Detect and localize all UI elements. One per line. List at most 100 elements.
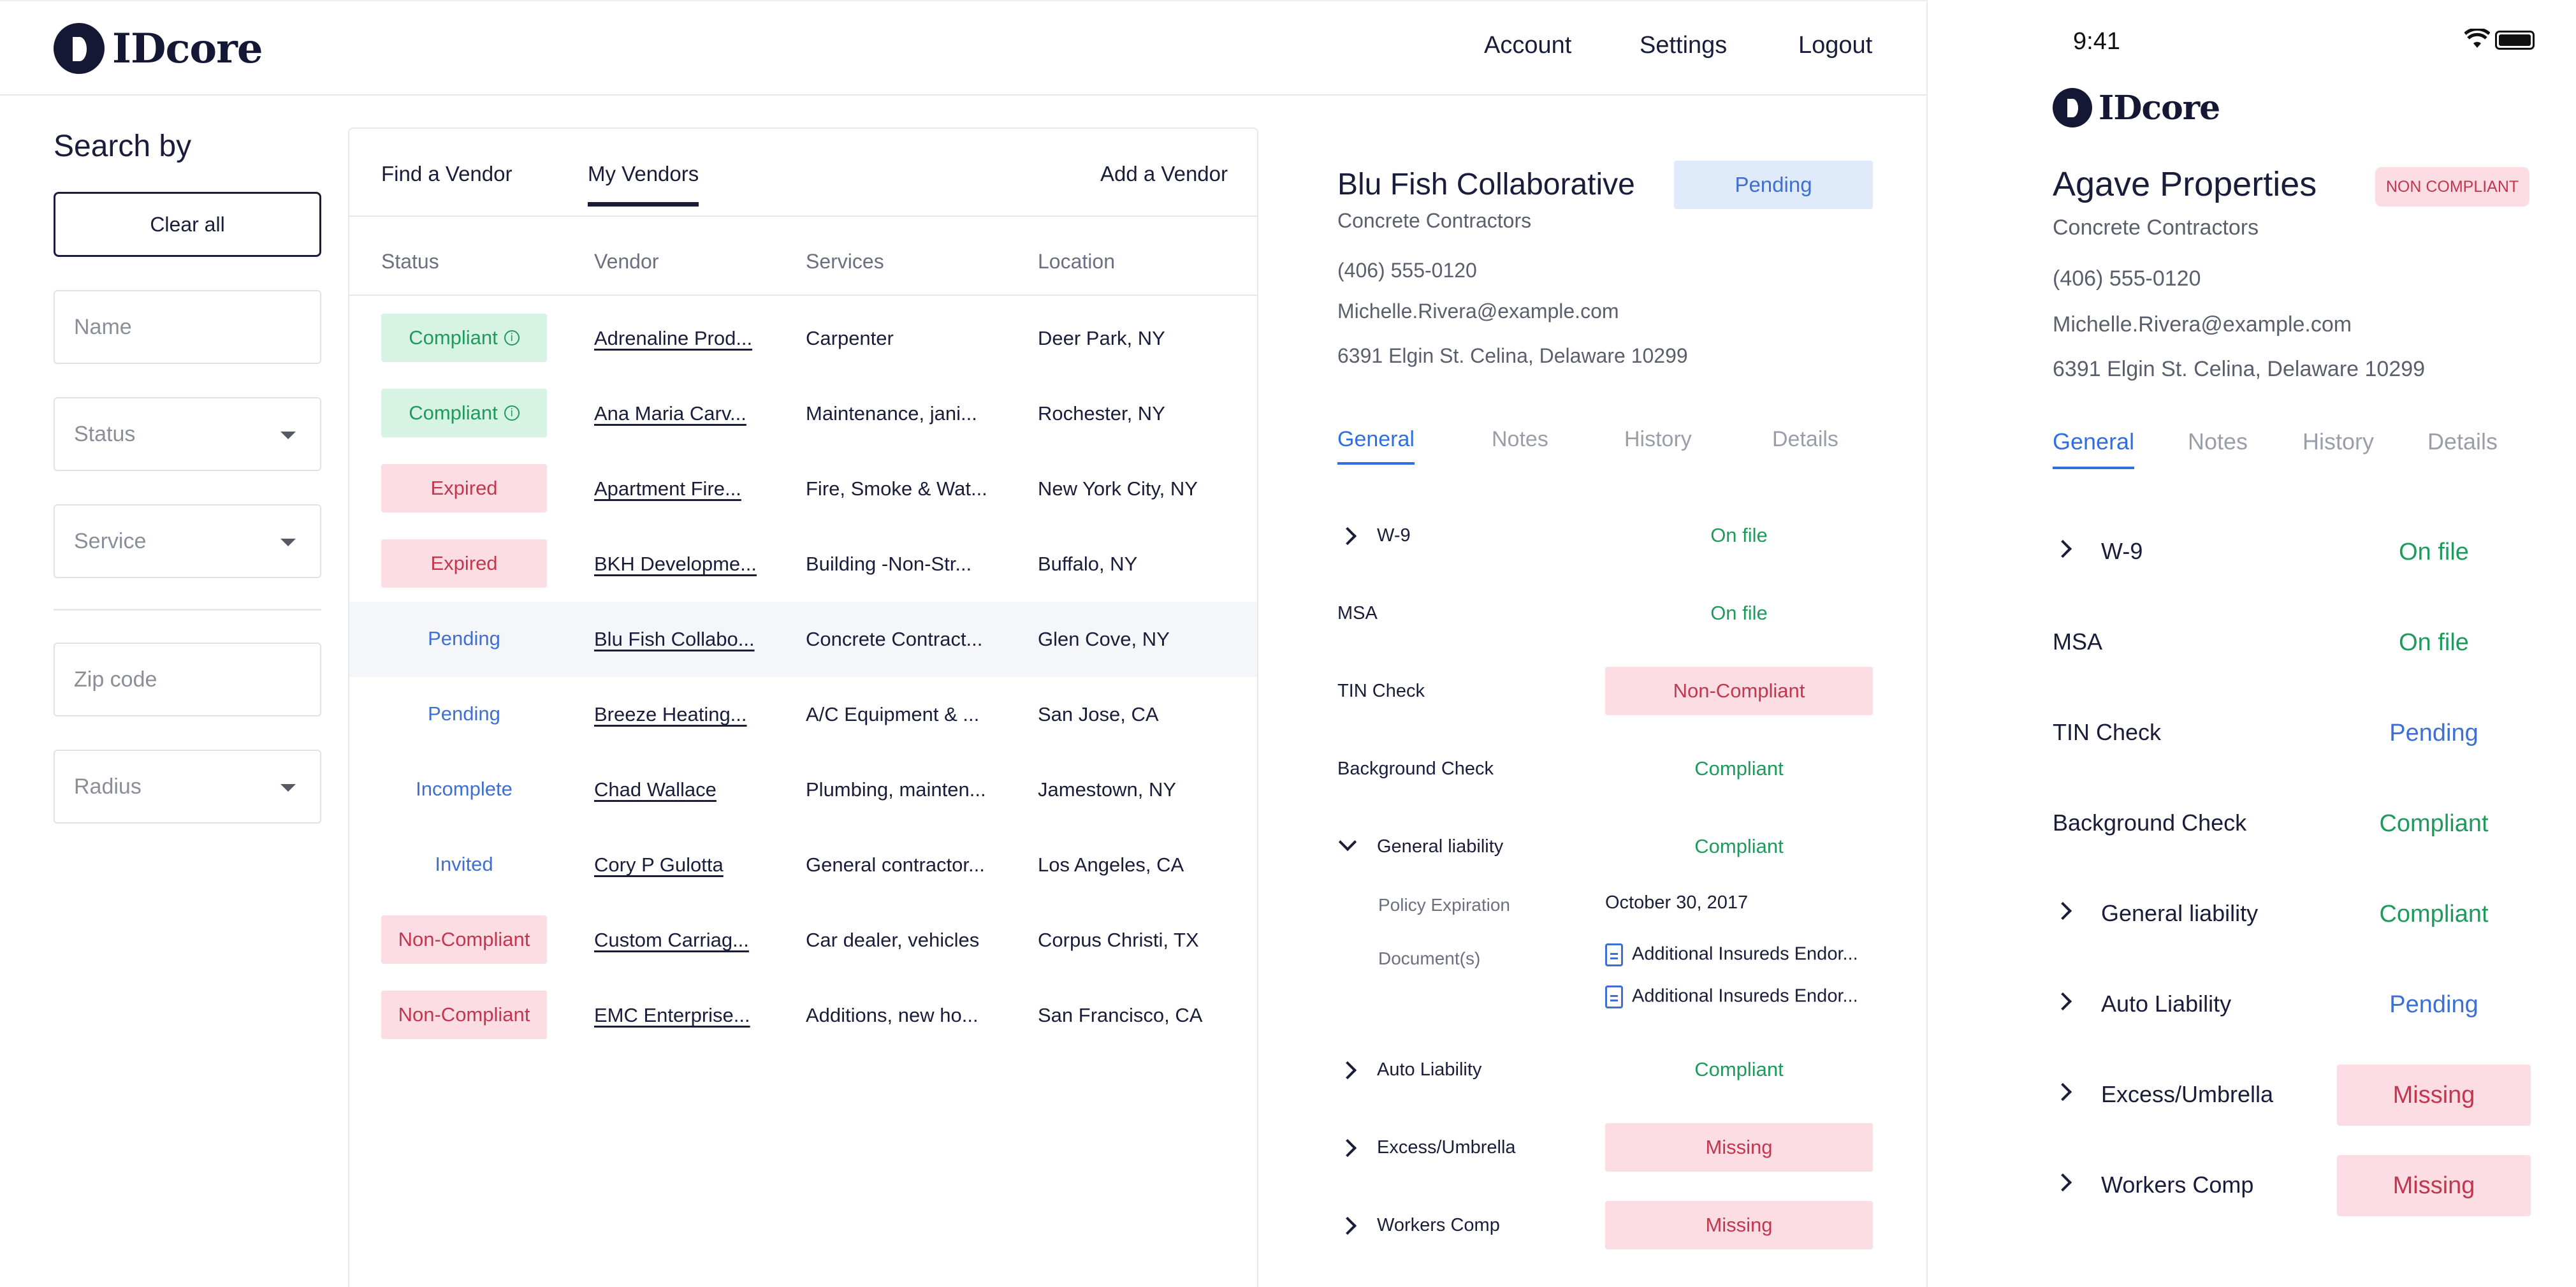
name-placeholder: Name — [74, 314, 132, 339]
requirement-value: Non-Compliant — [1605, 667, 1873, 715]
sidebar-title: Search by — [54, 129, 192, 163]
mobile-title: Agave Properties — [2053, 165, 2317, 203]
vendor-link[interactable]: EMC Enterprise... — [594, 1004, 750, 1026]
tab-general[interactable]: General — [2053, 428, 2135, 469]
detail-phone: (406) 555-0120 — [1337, 259, 1477, 282]
requirement-label: Background Check — [1337, 759, 1494, 779]
chevron-right-icon[interactable] — [1338, 1216, 1357, 1235]
location-cell: Jamestown, NY — [1038, 778, 1177, 801]
tab-general[interactable]: General — [1337, 427, 1415, 465]
requirement-label: Excess/Umbrella — [1377, 1137, 1516, 1158]
requirement-general-liability[interactable]: General liability Compliant — [2053, 883, 2531, 947]
chevron-right-icon[interactable] — [2053, 992, 2072, 1011]
chevron-right-icon[interactable] — [1338, 527, 1357, 546]
zip-code-field[interactable]: Zip code — [54, 643, 321, 716]
chevron-right-icon[interactable] — [2053, 1173, 2072, 1192]
requirement-w9[interactable]: W-9 On file — [1337, 511, 1873, 562]
detail-tabs: General Notes History Details — [1337, 427, 1873, 465]
brand-logo[interactable]: IDcore — [54, 23, 263, 74]
service-select[interactable]: Service — [54, 504, 321, 578]
column-header-status[interactable]: Status — [381, 250, 439, 273]
policy-expiration-label: Policy Expiration — [1378, 895, 1510, 915]
chevron-right-icon[interactable] — [2053, 1082, 2072, 1102]
requirement-background-check: Background Check Compliant — [2053, 793, 2531, 857]
name-field[interactable]: Name — [54, 290, 321, 364]
caret-down-icon — [280, 539, 296, 546]
column-header-services[interactable]: Services — [806, 250, 884, 273]
chevron-right-icon[interactable] — [2053, 901, 2072, 920]
services-cell: General contractor... — [806, 854, 985, 876]
table-row[interactable]: Non-Compliant Custom Carriag... Car deal… — [349, 903, 1257, 978]
brand-logo[interactable]: IDcore — [2053, 88, 2220, 127]
table-row[interactable]: Compliant i Ana Maria Carv... Maintenance… — [349, 376, 1257, 451]
table-row[interactable]: Non-Compliant EMC Enterprise... Addition… — [349, 978, 1257, 1053]
table-row-selected[interactable]: Pending Blu Fish Collabo... Concrete Con… — [349, 602, 1257, 677]
status-badge: Non-Compliant — [381, 915, 547, 964]
tab-history[interactable]: History — [1624, 427, 1692, 451]
requirement-value: On file — [2399, 538, 2469, 565]
tab-notes[interactable]: Notes — [2188, 428, 2248, 454]
clear-all-button[interactable]: Clear all — [54, 192, 321, 257]
vendor-link[interactable]: Ana Maria Carv... — [594, 402, 746, 425]
status-badge: Expired — [381, 464, 547, 513]
nav-settings[interactable]: Settings — [1640, 32, 1728, 59]
location-cell: Los Angeles, CA — [1038, 854, 1184, 876]
requirement-w9[interactable]: W-9 On file — [2053, 521, 2531, 585]
tab-find-a-vendor[interactable]: Find a Vendor — [381, 162, 513, 185]
requirement-auto-liability[interactable]: Auto Liability Compliant — [1337, 1045, 1873, 1096]
table-row[interactable]: Incomplete Chad Wallace Plumbing, mainte… — [349, 752, 1257, 827]
location-cell: San Jose, CA — [1038, 703, 1159, 725]
chevron-right-icon[interactable] — [2053, 539, 2072, 558]
vendor-link[interactable]: Cory P Gulotta — [594, 854, 724, 876]
services-cell: A/C Equipment & ... — [806, 703, 980, 725]
requirement-value: Pending — [2389, 719, 2478, 746]
logo-mark-icon — [2053, 88, 2092, 127]
services-cell: Car dealer, vehicles — [806, 929, 980, 951]
add-vendor-link[interactable]: Add a Vendor — [1100, 162, 1228, 185]
tab-notes[interactable]: Notes — [1492, 427, 1548, 451]
vendor-link[interactable]: Blu Fish Collabo... — [594, 628, 755, 650]
requirement-label: Workers Comp — [1377, 1215, 1500, 1235]
requirement-msa: MSA On file — [2053, 612, 2531, 676]
column-header-location[interactable]: Location — [1038, 250, 1115, 273]
table-row[interactable]: Expired BKH Developme... Building -Non-S… — [349, 527, 1257, 602]
chevron-down-icon[interactable] — [1338, 833, 1357, 852]
requirement-excess-umbrella[interactable]: Excess/Umbrella Missing — [2053, 1065, 2531, 1128]
tab-details[interactable]: Details — [1772, 427, 1838, 451]
policy-expiration-value: October 30, 2017 — [1605, 892, 1749, 913]
table-row[interactable]: Expired Apartment Fire... Fire, Smoke & … — [349, 451, 1257, 527]
requirement-label: Auto Liability — [1377, 1059, 1482, 1080]
document-link[interactable]: Additional Insureds Endor... — [1605, 943, 1858, 966]
tab-my-vendors[interactable]: My Vendors — [588, 162, 699, 207]
detail-email: Michelle.Rivera@example.com — [1337, 300, 1619, 323]
tab-history[interactable]: History — [2303, 428, 2375, 454]
requirement-general-liability[interactable]: General liability Compliant — [1337, 822, 1873, 873]
requirement-workers-comp[interactable]: Workers Comp Missing — [2053, 1155, 2531, 1219]
table-row[interactable]: Pending Breeze Heating... A/C Equipment … — [349, 677, 1257, 752]
chevron-right-icon[interactable] — [1338, 1061, 1357, 1080]
info-icon[interactable]: i — [504, 405, 520, 421]
mobile-address: 6391 Elgin St. Celina, Delaware 10299 — [2053, 357, 2426, 381]
requirement-auto-liability[interactable]: Auto Liability Pending — [2053, 974, 2531, 1038]
table-row[interactable]: Compliant i Adrenaline Prod... Carpenter … — [349, 301, 1257, 376]
requirement-excess-umbrella[interactable]: Excess/Umbrella Missing — [1337, 1123, 1873, 1174]
requirement-workers-comp[interactable]: Workers Comp Missing — [1337, 1201, 1873, 1252]
vendor-link[interactable]: Chad Wallace — [594, 778, 717, 801]
vendor-link[interactable]: Adrenaline Prod... — [594, 327, 753, 349]
requirement-label: MSA — [1337, 603, 1378, 623]
vendor-link[interactable]: Custom Carriag... — [594, 929, 749, 951]
table-row[interactable]: Invited Cory P Gulotta General contracto… — [349, 827, 1257, 903]
vendor-link[interactable]: BKH Developme... — [594, 553, 757, 575]
info-icon[interactable]: i — [504, 330, 520, 345]
nav-account[interactable]: Account — [1484, 32, 1572, 59]
vendor-link[interactable]: Breeze Heating... — [594, 703, 747, 725]
vendor-link[interactable]: Apartment Fire... — [594, 477, 741, 500]
document-link[interactable]: Additional Insureds Endor... — [1605, 985, 1858, 1008]
column-header-vendor[interactable]: Vendor — [594, 250, 659, 273]
radius-select[interactable]: Radius — [54, 750, 321, 824]
tab-details[interactable]: Details — [2427, 428, 2498, 454]
nav-logout[interactable]: Logout — [1798, 32, 1873, 59]
caret-down-icon — [280, 432, 296, 439]
status-select[interactable]: Status — [54, 397, 321, 471]
chevron-right-icon[interactable] — [1338, 1138, 1357, 1158]
